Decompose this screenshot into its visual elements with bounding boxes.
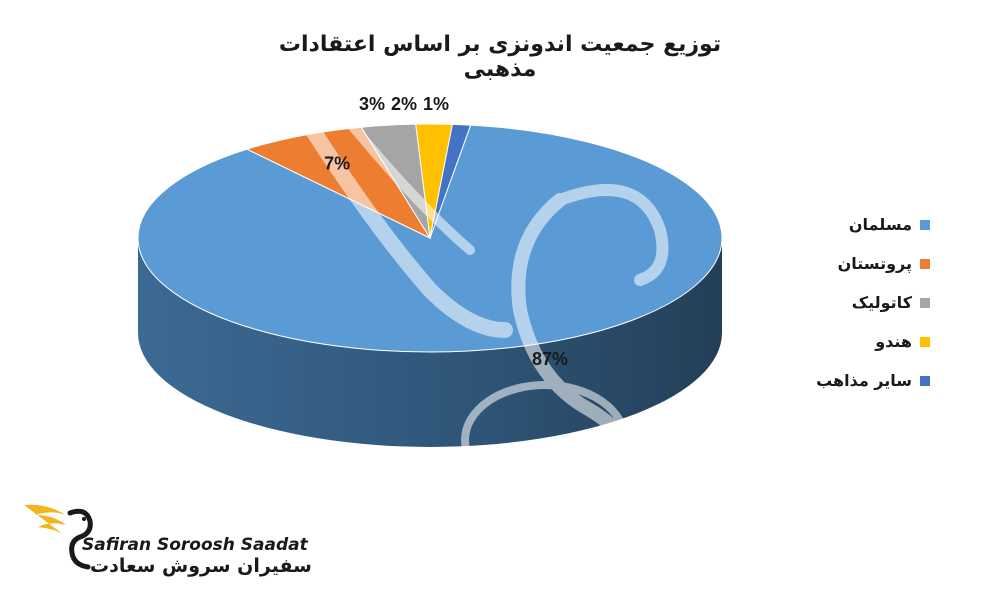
data-label: 1% [423,94,449,114]
legend-label: مسلمان [848,215,912,234]
legend-item: سایر مذاهب [780,361,930,400]
legend-item: کاتولیک [780,283,930,322]
legend-label: پروتستان [837,254,912,273]
data-label: 3% [359,94,385,114]
legend-label: سایر مذاهب [816,371,912,390]
legend-item: هندو [780,322,930,361]
pie-slice [429,123,472,239]
legend-swatch [920,297,930,308]
legend-swatch [920,219,930,230]
data-label: 7% [324,153,350,173]
data-label: 2% [391,94,417,114]
legend-item: پروتستان [780,244,930,283]
brand-name-en: Safiran Soroosh Saadat [82,535,308,555]
legend-label: هندو [875,332,912,351]
legend-item: مسلمان [780,205,930,244]
legend-swatch [920,258,930,269]
legend-swatch [920,375,930,386]
watermark-swan-logo [267,55,669,499]
legend: مسلمان پروتستان کاتولیک هندو سایر مذاهب [780,205,930,400]
legend-swatch [920,336,930,347]
chart-title: توزیع جمعیت اندونزی بر اساس اعتقادات مذه… [278,32,722,82]
brand-name-fa: سفیران سروش سعادت [90,555,312,577]
data-label: 87% [532,349,568,369]
legend-label: کاتولیک [851,293,912,312]
swan-wing-icon [24,504,93,570]
brand-logo: Safiran Soroosh Saadat سفیران سروش سعادت [20,495,312,585]
